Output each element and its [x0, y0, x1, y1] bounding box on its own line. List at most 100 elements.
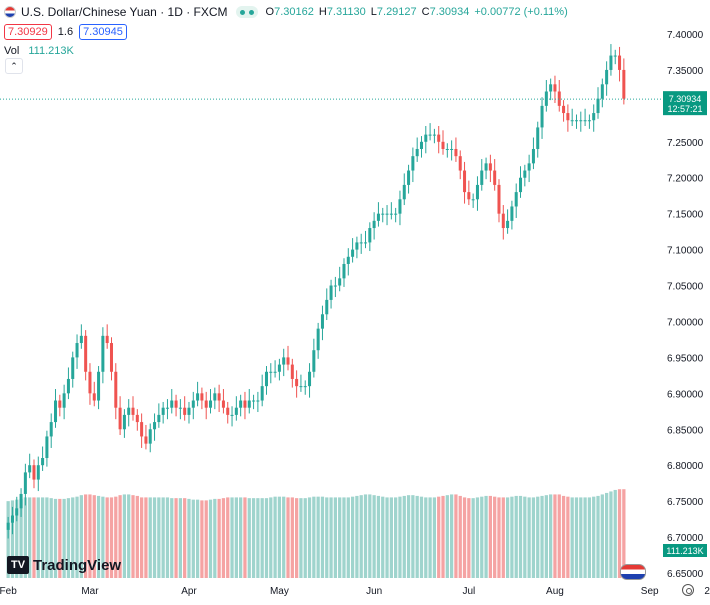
candle-body[interactable] — [523, 170, 527, 178]
candle-body[interactable] — [105, 335, 109, 344]
candle-body[interactable] — [424, 134, 428, 142]
candle-body[interactable] — [316, 328, 320, 351]
candle-body[interactable] — [368, 228, 372, 243]
candle-body[interactable] — [161, 407, 165, 415]
candle-body[interactable] — [402, 184, 406, 200]
candle-body[interactable] — [411, 156, 415, 171]
collapse-legend-button[interactable]: ⌃ — [5, 58, 23, 74]
candle-body[interactable] — [32, 465, 36, 480]
candle-body[interactable] — [312, 350, 316, 372]
candle-body[interactable] — [165, 407, 169, 409]
candle-body[interactable] — [75, 343, 79, 358]
candle-body[interactable] — [183, 407, 187, 415]
candle-body[interactable] — [514, 192, 518, 207]
candle-body[interactable] — [88, 371, 92, 394]
candle-body[interactable] — [36, 465, 40, 480]
candle-body[interactable] — [264, 371, 268, 387]
candle-body[interactable] — [562, 105, 566, 114]
candle-body[interactable] — [45, 436, 49, 459]
candle-body[interactable] — [295, 378, 299, 387]
candle-body[interactable] — [381, 213, 385, 215]
candle-body[interactable] — [170, 400, 174, 408]
candle-body[interactable] — [320, 314, 324, 329]
candle-body[interactable] — [135, 414, 139, 423]
candle-body[interactable] — [221, 400, 225, 408]
candle-body[interactable] — [501, 213, 505, 229]
candle-body[interactable] — [260, 386, 264, 401]
candle-body[interactable] — [359, 242, 363, 244]
candle-body[interactable] — [49, 422, 53, 437]
candle-body[interactable] — [127, 407, 131, 415]
candle-body[interactable] — [342, 263, 346, 279]
candle-body[interactable] — [488, 163, 492, 171]
candle-body[interactable] — [282, 357, 286, 365]
candle-body[interactable] — [432, 134, 436, 136]
candle-body[interactable] — [475, 184, 479, 200]
candle-body[interactable] — [407, 170, 411, 185]
candle-body[interactable] — [273, 371, 277, 373]
candle-body[interactable] — [531, 148, 535, 164]
candle-body[interactable] — [329, 285, 333, 300]
candle-body[interactable] — [583, 120, 587, 122]
candle-body[interactable] — [510, 206, 514, 221]
candle-body[interactable] — [71, 357, 75, 379]
ask-price-box[interactable]: 7.30945 — [79, 24, 127, 40]
candle-body[interactable] — [144, 436, 148, 444]
candle-body[interactable] — [247, 400, 251, 408]
candle-body[interactable] — [23, 472, 27, 494]
candle-body[interactable] — [346, 256, 350, 264]
candle-body[interactable] — [566, 113, 570, 121]
candle-body[interactable] — [450, 148, 454, 150]
candle-body[interactable] — [109, 343, 113, 372]
us-flag-icon[interactable] — [620, 564, 646, 580]
candle-body[interactable] — [398, 199, 402, 214]
candle-body[interactable] — [596, 98, 600, 114]
candle-body[interactable] — [54, 400, 58, 423]
candle-body[interactable] — [333, 285, 337, 287]
candle-body[interactable] — [376, 213, 380, 221]
candle-body[interactable] — [394, 213, 398, 215]
candle-body[interactable] — [234, 407, 238, 415]
candle-body[interactable] — [527, 163, 531, 171]
candle-body[interactable] — [209, 400, 213, 408]
candle-body[interactable] — [6, 522, 10, 530]
candle-body[interactable] — [497, 184, 501, 214]
candle-body[interactable] — [574, 120, 578, 122]
candle-body[interactable] — [364, 242, 368, 244]
candle-body[interactable] — [308, 371, 312, 387]
candle-body[interactable] — [58, 400, 62, 408]
candle-body[interactable] — [549, 84, 553, 92]
candle-body[interactable] — [609, 55, 613, 70]
candle-body[interactable] — [445, 148, 449, 150]
gear-icon[interactable] — [682, 584, 694, 596]
candle-body[interactable] — [437, 134, 441, 142]
candle-body[interactable] — [204, 400, 208, 408]
candle-body[interactable] — [299, 386, 303, 388]
candle-body[interactable] — [325, 299, 329, 315]
candle-body[interactable] — [385, 213, 389, 215]
candle-body[interactable] — [217, 393, 221, 401]
candle-body[interactable] — [467, 192, 471, 200]
candle-body[interactable] — [303, 386, 307, 388]
candle-body[interactable] — [230, 414, 234, 416]
candle-body[interactable] — [66, 378, 70, 394]
candle-body[interactable] — [62, 393, 66, 408]
candle-body[interactable] — [557, 91, 561, 106]
candle-body[interactable] — [79, 335, 83, 344]
candle-body[interactable] — [97, 371, 101, 401]
candle-body[interactable] — [122, 414, 126, 430]
candle-body[interactable] — [286, 357, 290, 365]
candle-body[interactable] — [10, 515, 14, 523]
candle-body[interactable] — [196, 393, 200, 401]
candle-body[interactable] — [613, 55, 617, 57]
candle-body[interactable] — [600, 84, 604, 99]
candle-body[interactable] — [458, 156, 462, 171]
candle-body[interactable] — [415, 148, 419, 157]
candle-body[interactable] — [118, 407, 122, 430]
candle-body[interactable] — [114, 371, 118, 408]
last-price-label-box[interactable] — [663, 91, 707, 116]
candle-body[interactable] — [579, 120, 583, 122]
candle-body[interactable] — [463, 170, 467, 193]
candle-body[interactable] — [92, 393, 96, 401]
